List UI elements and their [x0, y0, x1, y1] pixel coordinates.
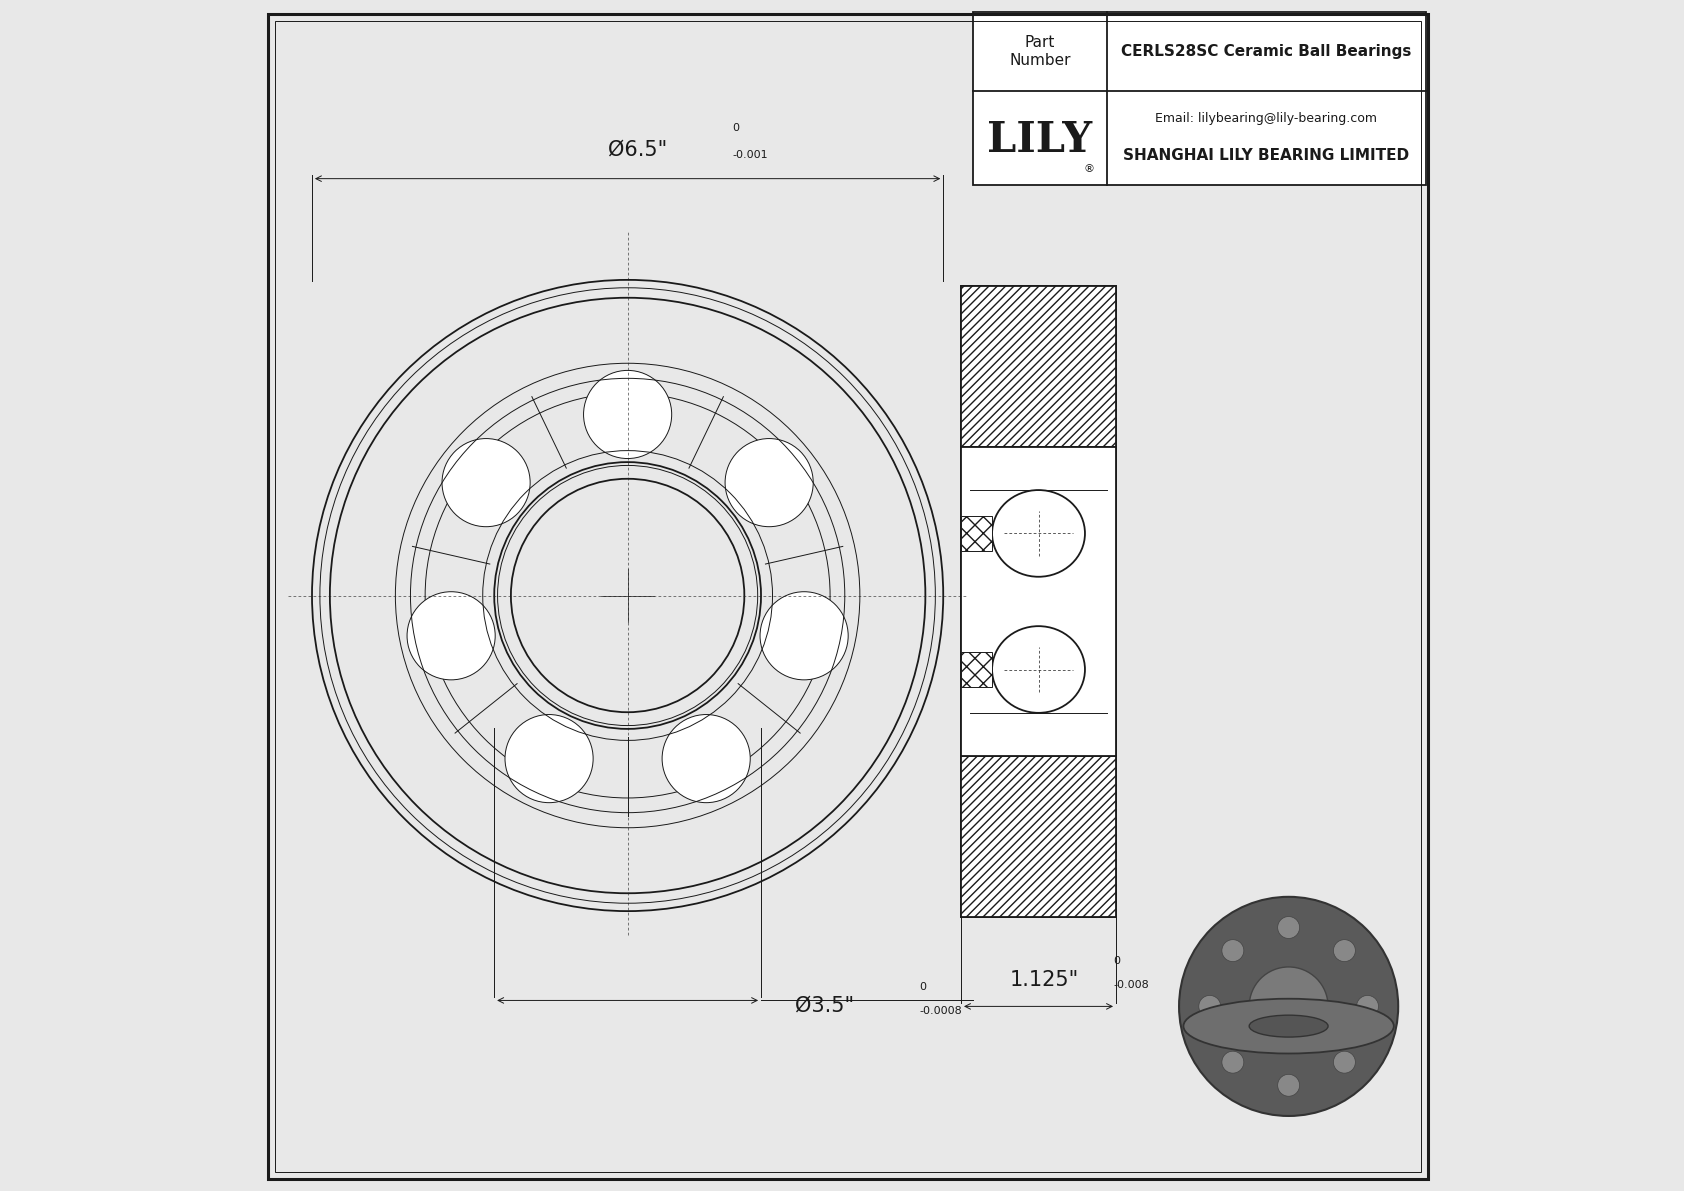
- Text: Part
Number: Part Number: [1009, 36, 1071, 68]
- Bar: [962, 653, 992, 687]
- Text: 0: 0: [919, 983, 926, 992]
- Circle shape: [1334, 940, 1356, 961]
- Bar: [962, 756, 1116, 917]
- Ellipse shape: [1250, 1015, 1329, 1037]
- Bar: [962, 447, 1116, 756]
- Bar: [962, 286, 1116, 447]
- Circle shape: [1199, 996, 1221, 1017]
- Text: 0: 0: [1113, 956, 1120, 966]
- Bar: [973, 12, 1426, 185]
- Circle shape: [1357, 996, 1379, 1017]
- Text: CERLS28SC Ceramic Ball Bearings: CERLS28SC Ceramic Ball Bearings: [1122, 44, 1411, 60]
- Ellipse shape: [992, 626, 1084, 713]
- Text: LILY: LILY: [987, 119, 1093, 161]
- Text: Email: lilybearing@lily-bearing.com: Email: lilybearing@lily-bearing.com: [1155, 112, 1378, 125]
- Ellipse shape: [992, 490, 1084, 576]
- Text: Ø3.5": Ø3.5": [795, 996, 854, 1016]
- Circle shape: [1250, 967, 1329, 1046]
- Text: -0.008: -0.008: [1113, 980, 1148, 990]
- Circle shape: [662, 715, 751, 803]
- Text: Ø6.5": Ø6.5": [608, 139, 667, 160]
- Text: 0: 0: [733, 124, 739, 133]
- Circle shape: [726, 438, 813, 526]
- Circle shape: [1334, 1052, 1356, 1073]
- Circle shape: [1223, 940, 1244, 961]
- Bar: [962, 516, 992, 550]
- Circle shape: [408, 592, 495, 680]
- Circle shape: [1223, 1052, 1244, 1073]
- Circle shape: [759, 592, 849, 680]
- Circle shape: [441, 438, 530, 526]
- Circle shape: [1179, 897, 1398, 1116]
- Circle shape: [505, 715, 593, 803]
- Circle shape: [584, 370, 672, 459]
- Text: 1.125": 1.125": [1010, 969, 1079, 990]
- Ellipse shape: [1184, 999, 1394, 1054]
- Text: SHANGHAI LILY BEARING LIMITED: SHANGHAI LILY BEARING LIMITED: [1123, 148, 1410, 163]
- Text: ®: ®: [1083, 164, 1095, 174]
- Bar: [962, 286, 1116, 917]
- Text: -0.001: -0.001: [733, 150, 768, 160]
- Circle shape: [1278, 1074, 1300, 1096]
- Text: -0.0008: -0.0008: [919, 1006, 962, 1016]
- Circle shape: [1278, 917, 1300, 939]
